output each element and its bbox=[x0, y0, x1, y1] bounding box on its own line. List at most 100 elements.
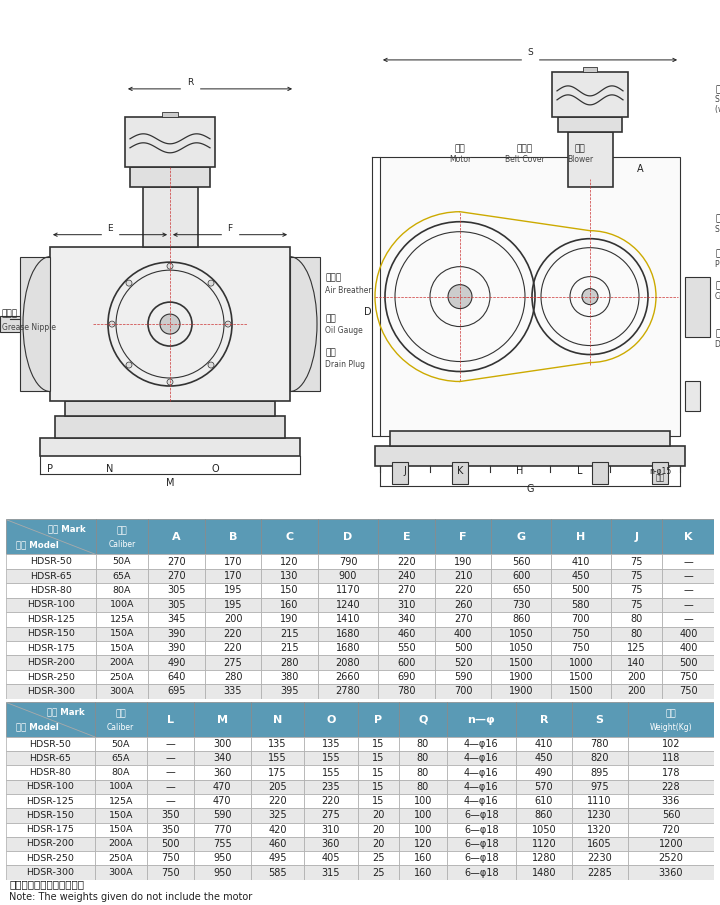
Bar bbox=[6, 597, 96, 612]
Text: J: J bbox=[634, 532, 639, 542]
Text: 950: 950 bbox=[213, 868, 232, 878]
Text: 700: 700 bbox=[572, 614, 590, 624]
Text: 780: 780 bbox=[590, 739, 609, 749]
Bar bbox=[251, 780, 304, 794]
Bar bbox=[628, 780, 714, 794]
Bar bbox=[435, 684, 491, 699]
Bar bbox=[304, 823, 358, 837]
Text: J: J bbox=[404, 466, 406, 476]
Text: —: — bbox=[166, 739, 175, 749]
Text: 600: 600 bbox=[512, 571, 531, 581]
Text: 75: 75 bbox=[631, 571, 643, 581]
Bar bbox=[400, 865, 446, 880]
Bar bbox=[378, 612, 435, 626]
Text: 安全阀: 安全阀 bbox=[715, 214, 720, 224]
Text: HDSR-300: HDSR-300 bbox=[27, 687, 75, 696]
Bar bbox=[6, 851, 95, 865]
Bar bbox=[251, 851, 304, 865]
Bar bbox=[628, 794, 714, 808]
Text: 400: 400 bbox=[679, 629, 698, 639]
Text: HDSR-150: HDSR-150 bbox=[27, 811, 74, 820]
Text: 228: 228 bbox=[662, 782, 680, 792]
Text: 1230: 1230 bbox=[588, 810, 612, 821]
Text: 175: 175 bbox=[268, 767, 287, 777]
Text: 140: 140 bbox=[627, 658, 646, 668]
Bar bbox=[552, 71, 628, 117]
Text: R: R bbox=[187, 79, 193, 88]
Text: 排气体: 排气体 bbox=[325, 273, 341, 282]
Text: —: — bbox=[683, 600, 693, 610]
Text: Cock: Cock bbox=[715, 291, 720, 300]
Bar bbox=[6, 555, 96, 569]
Text: R: R bbox=[539, 715, 548, 725]
Bar bbox=[446, 837, 516, 851]
Text: 220: 220 bbox=[397, 557, 416, 567]
Text: 730: 730 bbox=[512, 600, 531, 610]
Text: 135: 135 bbox=[322, 739, 340, 749]
Text: Caliber: Caliber bbox=[108, 540, 135, 549]
Text: 275: 275 bbox=[322, 810, 341, 821]
Text: M: M bbox=[166, 479, 174, 489]
Bar bbox=[572, 702, 628, 737]
Bar bbox=[516, 737, 572, 751]
Text: 195: 195 bbox=[224, 600, 243, 610]
Text: 300A: 300A bbox=[109, 687, 135, 696]
Text: 50A: 50A bbox=[113, 557, 131, 567]
Text: 电机: 电机 bbox=[454, 145, 465, 154]
Bar bbox=[628, 766, 714, 780]
Bar bbox=[65, 402, 275, 416]
Text: A: A bbox=[172, 532, 181, 542]
Bar bbox=[572, 766, 628, 780]
Bar bbox=[435, 626, 491, 641]
Text: 900: 900 bbox=[339, 571, 357, 581]
Bar bbox=[261, 555, 318, 569]
Bar bbox=[147, 702, 194, 737]
Bar bbox=[400, 702, 446, 737]
Text: 270: 270 bbox=[167, 571, 186, 581]
Text: 610: 610 bbox=[535, 796, 553, 806]
Text: 200: 200 bbox=[627, 687, 646, 697]
Bar bbox=[40, 438, 300, 456]
Bar bbox=[567, 132, 613, 186]
Bar bbox=[390, 432, 670, 446]
Text: 695: 695 bbox=[167, 687, 186, 697]
Bar bbox=[628, 865, 714, 880]
Bar bbox=[194, 823, 251, 837]
Text: 325: 325 bbox=[268, 810, 287, 821]
Text: 80A: 80A bbox=[113, 586, 131, 595]
Text: 220: 220 bbox=[454, 586, 472, 595]
Text: 80: 80 bbox=[417, 739, 429, 749]
Text: 160: 160 bbox=[280, 600, 299, 610]
Text: 550: 550 bbox=[397, 643, 416, 653]
Text: 220: 220 bbox=[224, 629, 243, 639]
Text: 305: 305 bbox=[167, 586, 186, 595]
Text: 410: 410 bbox=[572, 557, 590, 567]
Text: 750: 750 bbox=[572, 643, 590, 653]
Text: —: — bbox=[166, 767, 175, 777]
Circle shape bbox=[109, 321, 115, 327]
Text: S: S bbox=[595, 715, 603, 725]
Bar bbox=[572, 737, 628, 751]
Bar bbox=[435, 597, 491, 612]
Text: 150A: 150A bbox=[109, 643, 134, 653]
Bar bbox=[611, 555, 662, 569]
Text: 油标: 油标 bbox=[325, 314, 336, 323]
Text: G: G bbox=[526, 484, 534, 494]
Bar bbox=[304, 780, 358, 794]
Text: 155: 155 bbox=[268, 753, 287, 763]
Text: 520: 520 bbox=[454, 658, 472, 668]
Text: 15: 15 bbox=[372, 796, 384, 806]
Text: H: H bbox=[576, 532, 585, 542]
Text: 160: 160 bbox=[414, 853, 432, 863]
Bar bbox=[592, 462, 608, 484]
Text: 25: 25 bbox=[372, 868, 384, 878]
Text: 340: 340 bbox=[397, 614, 415, 624]
Text: 895: 895 bbox=[590, 767, 609, 777]
Bar bbox=[400, 851, 446, 865]
Text: 220: 220 bbox=[268, 796, 287, 806]
Text: HDSR-80: HDSR-80 bbox=[30, 768, 71, 777]
Bar bbox=[6, 641, 96, 655]
Text: 102: 102 bbox=[662, 739, 680, 749]
Bar bbox=[662, 626, 714, 641]
Text: 345: 345 bbox=[167, 614, 186, 624]
